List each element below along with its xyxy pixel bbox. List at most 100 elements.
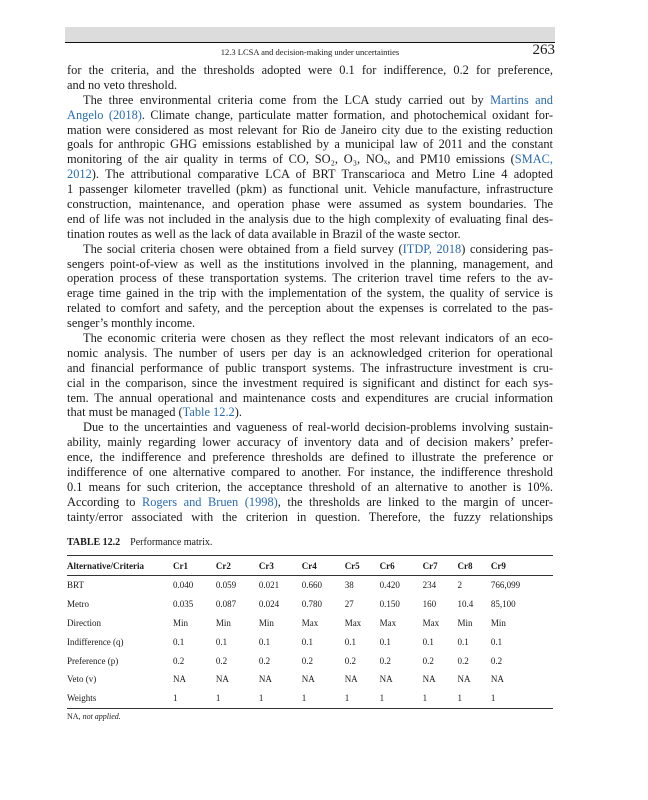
text-line: construction, maintenance, and operation…: [67, 197, 553, 212]
text-line: related to comfort and safety, and the p…: [67, 301, 553, 316]
citation-link[interactable]: 2012: [67, 167, 92, 182]
text-line: ence, the indifference and preference th…: [67, 450, 553, 465]
text-segment: , the thresholds are linked to the margi…: [277, 494, 553, 509]
citation-link[interactable]: Table 12.2: [182, 405, 235, 420]
table-cell: Min: [490, 617, 506, 628]
paragraph: The economic criteria were chosen as the…: [67, 331, 553, 420]
text-segment: and no veto threshold.: [67, 77, 178, 92]
table-cell: 0.1: [490, 636, 503, 647]
text-segment: that must be managed (: [67, 405, 183, 420]
column-header: Cr5: [344, 555, 380, 576]
citation-link[interactable]: Angelo (2018): [67, 107, 142, 122]
table-cell: 1: [258, 693, 264, 704]
table-cell: 0.021: [258, 580, 280, 591]
table-cell: 27: [344, 599, 354, 610]
table-cell: NA: [258, 674, 272, 685]
text-segment: construction, maintenance, and operation…: [67, 197, 553, 212]
table-cell: 0.1: [215, 636, 228, 647]
table-cell: 0.1: [379, 636, 391, 647]
paragraph: The social criteria chosen were obtained…: [67, 242, 553, 331]
table-cell: 0.2: [490, 655, 503, 666]
column-header: Cr3: [258, 555, 302, 576]
text-segment: cial in the comparison, since the invest…: [67, 375, 553, 390]
text-segment: The economic criteria were chosen as the…: [83, 331, 553, 346]
table-cell: Min: [258, 617, 274, 628]
text-line: and no veto threshold.: [67, 78, 553, 93]
citation-link[interactable]: Rogers and Bruen (1998): [141, 494, 278, 509]
text-line: operation process of these transportatio…: [67, 271, 553, 286]
table-cell: 0.087: [215, 599, 237, 610]
text-line: senger’s monthly income.: [67, 316, 553, 331]
table-cell: 0.2: [258, 655, 271, 666]
text-line: ability, mainly regarding lower accuracy…: [67, 435, 553, 450]
text-line: end of life was not included in the anal…: [67, 212, 553, 227]
table-cell: 1: [379, 693, 385, 704]
text-line: 1 passenger kilometer travelled (pkm) as…: [67, 182, 553, 197]
text-segment: tem. The annual operational and maintena…: [67, 390, 553, 405]
column-header: Cr2: [215, 555, 259, 576]
table-cell: 85,100: [490, 599, 516, 610]
text-line: According to Rogers and Bruen (1998), th…: [67, 495, 553, 510]
citation-link[interactable]: Martins and: [490, 92, 553, 107]
text-segment: indifference of one alternative compared…: [67, 465, 553, 480]
row-label: Weights: [67, 693, 97, 704]
table-cell: 0.1: [344, 636, 356, 647]
table-row: BRT 0.040 0.059 0.021 0.660 38 0.420 234 2 766,09…: [67, 576, 553, 595]
table-cell: 0.1: [258, 636, 271, 647]
text-line: for the criteria, and the thresholds ado…: [67, 63, 553, 78]
column-header: Cr8: [457, 555, 491, 576]
paragraph: The three environmental criteria come fr…: [67, 93, 553, 242]
table-cell: 0.2: [215, 655, 228, 666]
table-cell: 0.1: [173, 636, 185, 647]
text-line: monitoring of the air quality in terms o…: [67, 152, 553, 167]
table-cell: NA: [422, 674, 436, 685]
table-row: Preference (p) 0.2 0.2 0.2 0.2 0.2 0.2 0.2 0.2 0.…: [67, 651, 553, 670]
text-segment: 1 passenger kilometer travelled (pkm) as…: [67, 182, 553, 197]
text-line: tination routes as well as the lack of d…: [67, 227, 553, 242]
table-cell: Min: [457, 617, 473, 628]
table-cell: 2: [457, 580, 463, 591]
text-line: indifference of one alternative compared…: [67, 465, 553, 480]
table-cell: 0.780: [301, 599, 323, 610]
table-row: Direction Min Min Min Max Max Max Max Min Min: [67, 614, 553, 633]
text-line: The social criteria chosen were obtained…: [67, 242, 553, 257]
paragraph: Due to the uncertainties and vagueness o…: [67, 420, 553, 524]
column-header: Cr6: [379, 555, 423, 576]
text-segment: nomic analysis. The number of users per …: [67, 345, 553, 360]
text-line: nomic analysis. The number of users per …: [67, 346, 553, 361]
table-cell: 10.4: [457, 599, 474, 610]
table-cell: 0.660: [301, 580, 323, 591]
table-caption: TABLE 12.2 Performance matrix.: [67, 537, 212, 548]
table-cell: 0.1: [301, 636, 314, 647]
citation-link[interactable]: ITDP, 2018: [402, 241, 462, 256]
text-segment: ability, mainly regarding lower accuracy…: [67, 435, 553, 450]
text-line: erage time gained in the trip with the i…: [67, 286, 553, 301]
table-header-row: Alternative/Criteria Cr1 Cr2 Cr3 Cr4 Cr5 Cr6 Cr…: [67, 555, 553, 576]
paragraph: for the criteria, and the thresholds ado…: [67, 63, 553, 93]
text-segment: ). The attributional comparative LCA of …: [91, 167, 553, 182]
text-line: cial in the comparison, since the invest…: [67, 376, 553, 391]
table-cell: 0.024: [258, 599, 280, 610]
text-line: goals for anthropic GHG emissions establ…: [67, 137, 553, 152]
text-line: tainty/error associated with the criteri…: [67, 510, 553, 525]
table-row: Veto (v) NA NA NA NA NA NA NA NA NA: [67, 670, 553, 689]
table-cell: NA: [344, 674, 358, 685]
table-cell: 1: [457, 693, 463, 704]
table-cell: NA: [215, 674, 229, 685]
table-cell: Max: [422, 617, 440, 628]
table-cell: 0.035: [173, 599, 194, 610]
text-line: mation were considered as most relevant …: [67, 123, 553, 138]
table-row: Indifference (q) 0.1 0.1 0.1 0.1 0.1 0.1 0.1 0.1…: [67, 632, 553, 651]
body-text: for the criteria, and the thresholds ado…: [67, 63, 553, 525]
table-label: TABLE 12.2: [67, 537, 121, 548]
table-cell: 0.2: [422, 655, 434, 666]
text-segment: The social criteria chosen were obtained…: [83, 241, 403, 256]
table-cell: 0.420: [379, 580, 400, 591]
table-cell: 766,099: [490, 580, 521, 591]
text-segment: erage time gained in the trip with the i…: [67, 286, 553, 301]
text-line: tem. The annual operational and maintena…: [67, 391, 553, 406]
citation-link[interactable]: SMAC,: [514, 152, 553, 167]
table-cell: 1: [301, 693, 307, 704]
text-segment: senger’s monthly income.: [67, 316, 196, 331]
table-cell: NA: [490, 674, 504, 685]
